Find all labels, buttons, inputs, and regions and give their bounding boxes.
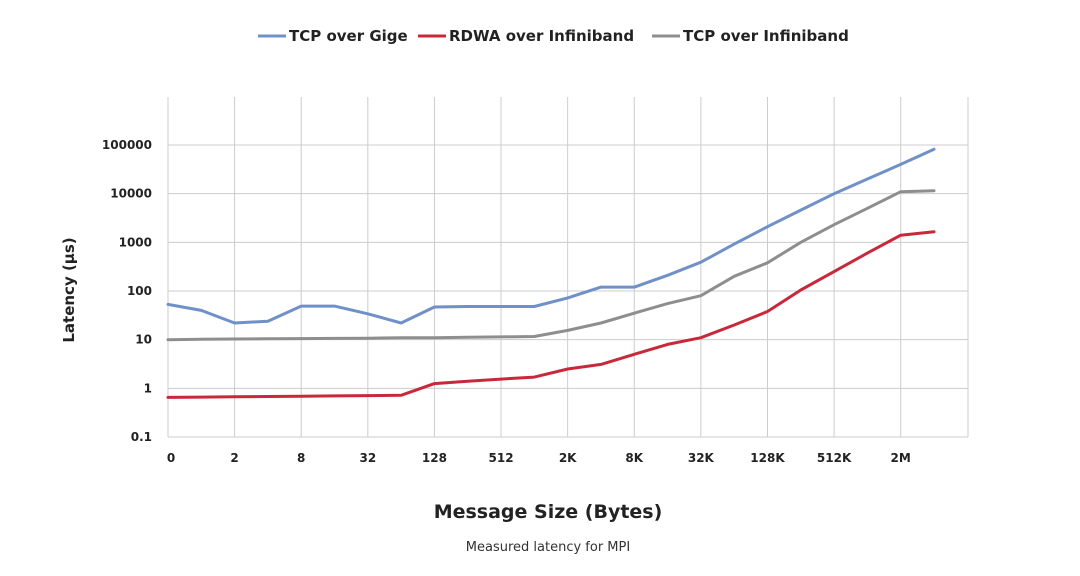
x-tick-label: 512 (489, 451, 514, 465)
chart-caption: Measured latency for MPI (466, 540, 630, 555)
y-axis-ticks: 0.1 1 10 100 1000 10000 100000 (102, 138, 152, 444)
x-tick-label: 2M (891, 451, 911, 465)
x-tick-label: 128 (422, 451, 447, 465)
y-tick-label: 1 (144, 381, 152, 395)
legend-label-2: RDWA over Infiniband (449, 27, 634, 45)
legend-label-1: TCP over Gige (289, 27, 408, 45)
series-line-2 (166, 230, 936, 399)
x-tick-label: 0 (167, 451, 175, 465)
series-lines (166, 147, 936, 399)
y-tick-label: 10 (135, 333, 152, 347)
y-tick-label: 1000 (119, 235, 152, 249)
legend: TCP over Gige RDWA over Infiniband TCP ove… (258, 27, 849, 45)
y-tick-label: 100000 (102, 138, 152, 152)
y-tick-label: 10000 (110, 187, 152, 201)
x-tick-label: 128K (750, 451, 785, 465)
x-tick-label: 2K (559, 451, 577, 465)
x-tick-label: 8 (297, 451, 305, 465)
x-axis-ticks: 0 2 8 32 128 512 2K 8K 32K 128K 512K 2M (167, 451, 911, 465)
legend-label-3: TCP over Infiniband (683, 27, 849, 45)
x-tick-label: 8K (625, 451, 643, 465)
series-line-3 (166, 189, 936, 342)
y-tick-label: 0.1 (131, 430, 152, 444)
x-tick-label: 2 (230, 451, 238, 465)
x-axis-title: Message Size (Bytes) (434, 501, 663, 523)
x-tick-label: 32 (359, 451, 376, 465)
series-line-1 (166, 147, 936, 325)
x-tick-label: 512K (817, 451, 852, 465)
x-tick-label: 32K (688, 451, 715, 465)
y-tick-label: 100 (127, 284, 152, 298)
y-axis-title: Latency (μs) (60, 237, 78, 342)
grid (167, 97, 969, 438)
